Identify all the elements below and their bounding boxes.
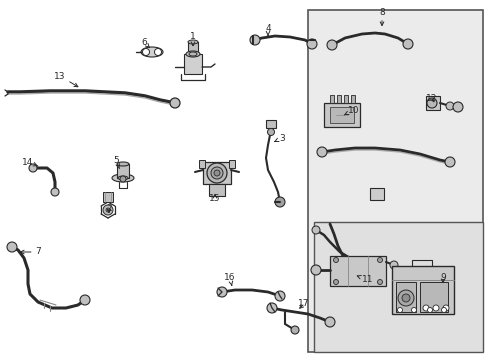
Bar — [117, 164, 129, 178]
Circle shape — [274, 197, 285, 207]
Circle shape — [274, 291, 285, 301]
Bar — [313, 222, 482, 352]
Circle shape — [217, 287, 226, 297]
Circle shape — [333, 279, 338, 284]
Circle shape — [206, 163, 226, 183]
Circle shape — [142, 49, 149, 55]
Circle shape — [422, 305, 428, 311]
Circle shape — [249, 35, 260, 45]
Circle shape — [411, 307, 416, 312]
Circle shape — [377, 257, 382, 262]
Circle shape — [210, 167, 223, 179]
Circle shape — [214, 170, 220, 176]
Ellipse shape — [118, 176, 128, 180]
Text: 16: 16 — [224, 274, 235, 285]
Circle shape — [401, 294, 409, 302]
Bar — [350, 95, 354, 103]
Circle shape — [402, 39, 412, 49]
Circle shape — [51, 188, 59, 196]
Circle shape — [325, 317, 334, 327]
Text: 9: 9 — [439, 274, 445, 283]
Circle shape — [397, 307, 402, 312]
Bar — [369, 188, 383, 200]
Bar — [307, 10, 482, 352]
Ellipse shape — [112, 174, 134, 182]
Circle shape — [377, 279, 382, 284]
Text: 2: 2 — [106, 203, 112, 212]
Bar — [228, 160, 235, 168]
Circle shape — [310, 265, 320, 275]
Bar — [199, 160, 204, 168]
Text: 8: 8 — [378, 8, 384, 26]
Circle shape — [306, 39, 316, 49]
Text: 5: 5 — [113, 156, 119, 168]
Circle shape — [426, 98, 436, 108]
Circle shape — [444, 157, 454, 167]
Bar — [208, 184, 224, 196]
Circle shape — [170, 98, 180, 108]
Circle shape — [432, 305, 438, 311]
Text: 11: 11 — [357, 275, 373, 284]
Bar — [425, 96, 439, 110]
Ellipse shape — [141, 47, 163, 57]
Circle shape — [267, 129, 274, 135]
Bar — [265, 120, 275, 128]
Bar — [103, 192, 113, 202]
Bar — [336, 95, 340, 103]
Text: 1: 1 — [190, 32, 196, 45]
Circle shape — [442, 305, 448, 311]
Bar — [183, 54, 202, 74]
Ellipse shape — [189, 52, 197, 56]
Bar — [329, 107, 353, 123]
Text: 17: 17 — [298, 300, 309, 309]
Circle shape — [441, 307, 446, 312]
Circle shape — [266, 303, 276, 313]
Ellipse shape — [117, 162, 129, 166]
Circle shape — [120, 176, 126, 182]
Bar — [203, 162, 230, 184]
Bar — [187, 42, 198, 54]
Bar — [343, 95, 347, 103]
Text: 13: 13 — [54, 72, 78, 87]
Circle shape — [29, 164, 37, 172]
Circle shape — [445, 102, 453, 110]
Bar — [324, 103, 359, 127]
Circle shape — [311, 226, 319, 234]
Circle shape — [389, 261, 397, 269]
Text: 15: 15 — [209, 194, 220, 202]
Circle shape — [316, 147, 326, 157]
Text: 7: 7 — [20, 248, 41, 256]
Circle shape — [427, 307, 431, 312]
Circle shape — [397, 290, 413, 306]
Circle shape — [290, 326, 298, 334]
Circle shape — [106, 208, 110, 212]
Text: 3: 3 — [274, 134, 285, 143]
Bar — [329, 256, 385, 286]
Circle shape — [326, 40, 336, 50]
Text: 14: 14 — [22, 158, 38, 166]
Bar — [419, 282, 447, 312]
Circle shape — [103, 205, 113, 215]
Text: 12: 12 — [426, 94, 437, 103]
Circle shape — [80, 295, 90, 305]
Circle shape — [452, 102, 462, 112]
Circle shape — [333, 257, 338, 262]
Text: 10: 10 — [344, 105, 359, 115]
Bar — [391, 266, 453, 314]
Text: 6: 6 — [141, 37, 149, 48]
Ellipse shape — [187, 40, 198, 44]
Text: 4: 4 — [264, 23, 270, 35]
Bar — [329, 95, 333, 103]
Circle shape — [7, 242, 17, 252]
Circle shape — [154, 49, 161, 55]
Ellipse shape — [185, 51, 200, 57]
Bar — [395, 282, 415, 312]
